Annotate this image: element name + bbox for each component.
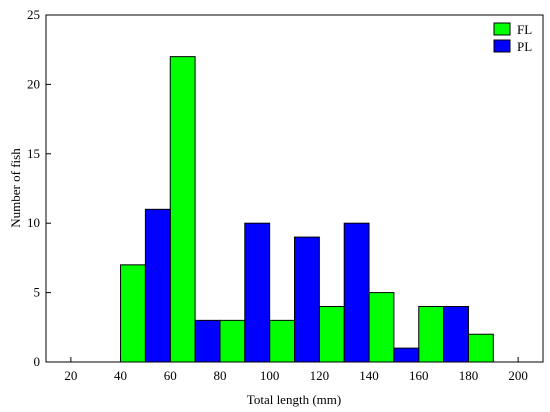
bar-pl [244,222,271,363]
x-tick-label: 80 [213,368,226,383]
x-tick-label: 120 [310,368,330,383]
bar-fl [418,305,445,363]
bar-pl [144,208,171,363]
y-tick-label: 20 [27,76,40,91]
bar-pl [443,305,469,363]
x-axis-ticks: 20 40 60 80 100 120 140 160 180 200 [64,357,528,383]
bar-pl [393,347,420,363]
y-tick-label: 10 [27,215,40,230]
bar-fl [318,305,345,363]
bar-fl [219,319,246,363]
y-tick-label: 0 [34,354,41,369]
x-tick-label: 140 [359,368,379,383]
legend: FL PL [493,22,532,54]
x-tick-label: 200 [508,368,528,383]
legend-label-pl: PL [517,39,532,54]
bar-pl [194,319,221,363]
legend-label-fl: FL [517,22,532,37]
bar-fl [169,56,196,363]
bar-fl [269,319,295,363]
y-axis-label: Number of fish [8,148,23,228]
x-tick-label: 20 [64,368,77,383]
y-tick-label: 25 [27,7,40,22]
x-axis-label: Total length (mm) [247,392,341,407]
bar-pl [294,236,320,363]
x-tick-label: 100 [260,368,280,383]
x-tick-label: 180 [459,368,479,383]
y-axis-ticks: 0 5 10 15 20 25 [27,7,51,369]
bar-fl [368,292,395,363]
y-tick-label: 15 [27,146,40,161]
bars-group [120,56,494,363]
bar-fl [120,264,146,363]
bar-fl [467,333,494,363]
x-tick-label: 160 [409,368,429,383]
x-tick-label: 40 [114,368,127,383]
legend-swatch-pl [493,39,511,53]
y-tick-label: 5 [34,285,41,300]
bar-pl [343,222,370,363]
legend-swatch-fl [493,22,511,36]
x-tick-label: 60 [164,368,177,383]
